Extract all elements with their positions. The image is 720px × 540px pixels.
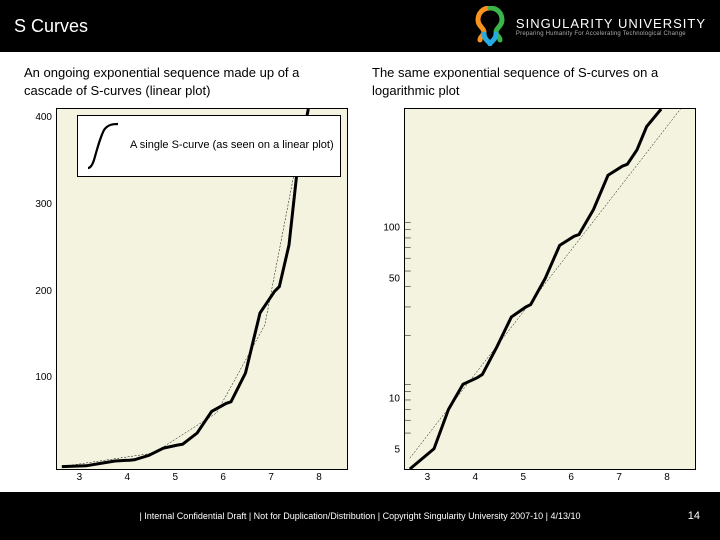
chart-linear-y-axis: 400 300 200 100 — [24, 108, 56, 488]
chart-linear-x-axis: 3 4 5 6 7 8 — [56, 470, 348, 488]
chart-log-svg — [405, 109, 695, 469]
chart-log-y-axis: 51050100 — [372, 108, 404, 488]
slide-header: S Curves SINGULARITY UNIVERSITY Preparin… — [0, 0, 720, 52]
chart-log-panel: The same exponential sequence of S-curve… — [372, 64, 696, 488]
chart-log-x-axis: 3 4 5 6 7 8 — [404, 470, 696, 488]
singularity-logo-icon — [474, 6, 506, 46]
page-number: 14 — [688, 510, 700, 522]
inset-box: A single S-curve (as seen on a linear pl… — [77, 115, 341, 177]
chart-linear-panel: An ongoing exponential sequence made up … — [24, 64, 348, 488]
chart-linear-plot: A single S-curve (as seen on a linear pl… — [56, 108, 348, 470]
footer-copyright: | Internal Confidential Draft | Not for … — [139, 511, 580, 521]
chart-linear-caption: An ongoing exponential sequence made up … — [24, 64, 348, 108]
inset-label: A single S-curve (as seen on a linear pl… — [130, 139, 334, 152]
brand-name: SINGULARITY UNIVERSITY — [516, 16, 706, 31]
chart-log-caption: The same exponential sequence of S-curve… — [372, 64, 696, 108]
slide-title: S Curves — [14, 16, 88, 37]
content-area: An ongoing exponential sequence made up … — [0, 52, 720, 492]
inset-scurve-icon — [84, 120, 122, 172]
brand-tagline: Preparing Humanity For Accelerating Tech… — [516, 31, 706, 37]
chart-log-plot — [404, 108, 696, 470]
slide-footer: | Internal Confidential Draft | Not for … — [0, 492, 720, 540]
brand-logo: SINGULARITY UNIVERSITY Preparing Humanit… — [474, 6, 706, 46]
